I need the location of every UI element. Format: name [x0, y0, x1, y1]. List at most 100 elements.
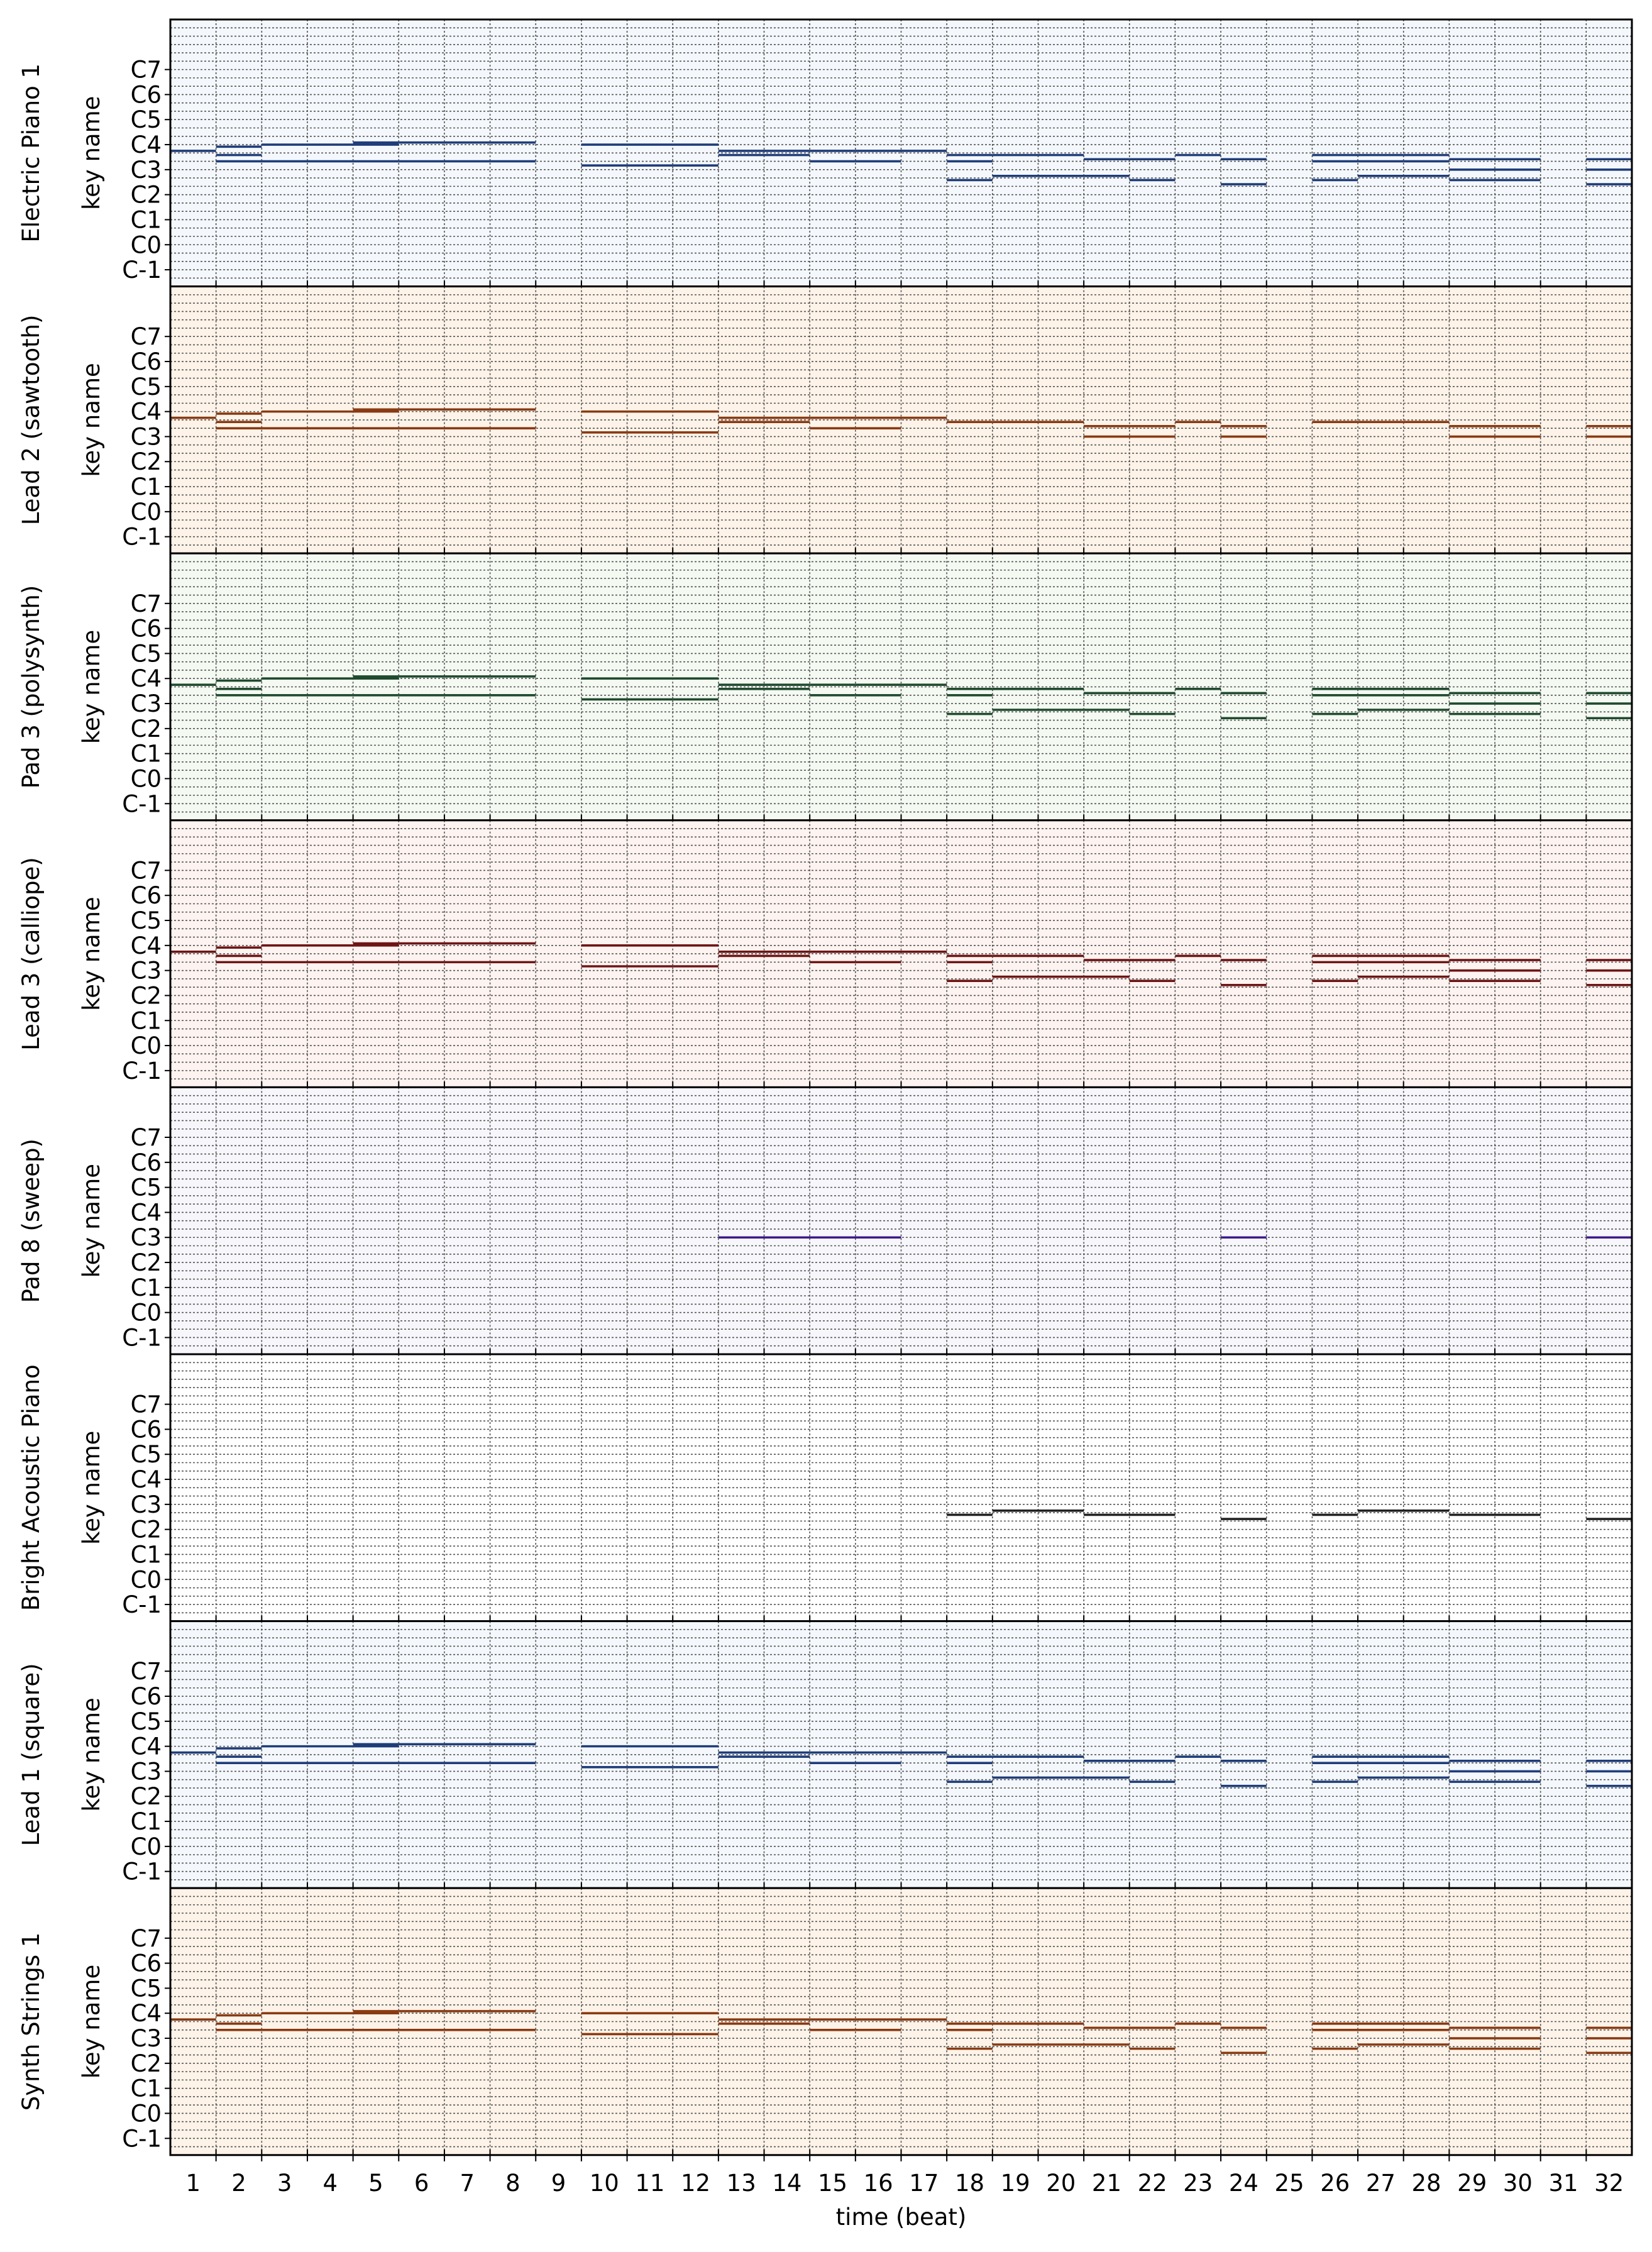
x-tick-label: 17 [909, 2170, 939, 2197]
x-tick-label: 15 [818, 2170, 847, 2197]
x-tick-label: 20 [1046, 2170, 1076, 2197]
y-tick-label: C2 [131, 182, 162, 209]
y-tick-label: C4 [131, 2000, 162, 2027]
x-tick-label: 12 [681, 2170, 710, 2197]
track-name: Bright Acoustic Piano [18, 1364, 45, 1611]
x-tick-label: 6 [414, 2170, 429, 2197]
y-tick-label: C6 [131, 348, 162, 375]
y-axis-label: key name [78, 1164, 105, 1278]
y-tick-label: C0 [131, 499, 162, 526]
y-tick-label: C6 [131, 81, 162, 108]
y-tick-label: C6 [131, 882, 162, 909]
y-tick-label: C6 [131, 615, 162, 643]
x-tick-label: 16 [864, 2170, 893, 2197]
x-tick-label: 11 [635, 2170, 664, 2197]
y-tick-label: C-1 [122, 1858, 162, 1885]
y-tick-label: C3 [131, 423, 162, 450]
y-tick-label: C4 [131, 932, 162, 959]
y-tick-label: C1 [131, 1541, 162, 1568]
x-tick-label: 9 [551, 2170, 566, 2197]
x-tick-label: 22 [1138, 2170, 1167, 2197]
y-tick-label: C3 [131, 690, 162, 717]
y-tick-label: C3 [131, 958, 162, 985]
x-tick-label: 28 [1412, 2170, 1441, 2197]
y-tick-label: C4 [131, 665, 162, 692]
y-axis-label: key name [78, 1697, 105, 1811]
x-tick-label: 32 [1594, 2170, 1624, 2197]
x-tick-label: 4 [323, 2170, 338, 2197]
y-tick-label: C0 [131, 765, 162, 792]
x-tick-label: 25 [1275, 2170, 1304, 2197]
y-tick-label: C7 [131, 1925, 162, 1952]
y-tick-label: C7 [131, 57, 162, 84]
x-tick-label: 26 [1320, 2170, 1350, 2197]
y-tick-label: C7 [131, 857, 162, 884]
x-tick-label: 3 [277, 2170, 292, 2197]
y-tick-label: C2 [131, 715, 162, 742]
track-name: Pad 8 (sweep) [18, 1139, 45, 1303]
y-axis-label: key name [78, 1965, 105, 2078]
y-tick-label: C-1 [122, 524, 162, 551]
y-tick-label: C2 [131, 982, 162, 1009]
y-tick-label: C7 [131, 1124, 162, 1151]
x-tick-label: 2 [231, 2170, 246, 2197]
x-tick-label: 5 [368, 2170, 383, 2197]
y-tick-label: C0 [131, 1032, 162, 1059]
y-tick-label: C1 [131, 1808, 162, 1835]
y-tick-label: C-1 [122, 1324, 162, 1351]
y-tick-label: C4 [131, 1733, 162, 1760]
y-tick-label: C3 [131, 2025, 162, 2052]
y-axis-label: key name [78, 897, 105, 1010]
y-tick-label: C5 [131, 106, 162, 133]
y-tick-label: C1 [131, 1274, 162, 1301]
y-tick-label: C1 [131, 741, 162, 768]
y-tick-label: C-1 [122, 1057, 162, 1085]
y-tick-label: C5 [131, 1441, 162, 1468]
y-tick-label: C7 [131, 1391, 162, 1418]
y-tick-label: C3 [131, 157, 162, 184]
y-tick-label: C3 [131, 1758, 162, 1785]
x-tick-label: 19 [1001, 2170, 1030, 2197]
y-tick-label: C2 [131, 1249, 162, 1276]
x-tick-label: 29 [1457, 2170, 1487, 2197]
y-tick-label: C2 [131, 2050, 162, 2077]
y-tick-label: C6 [131, 1950, 162, 1977]
y-tick-label: C1 [131, 206, 162, 233]
y-axis-label: key name [78, 1431, 105, 1545]
y-tick-label: C2 [131, 448, 162, 475]
x-tick-label: 1 [186, 2170, 201, 2197]
track-name: Lead 3 (calliope) [18, 857, 45, 1051]
y-tick-label: C4 [131, 1199, 162, 1226]
x-tick-label: 14 [772, 2170, 801, 2197]
x-tick-label: 7 [460, 2170, 475, 2197]
x-tick-label: 18 [955, 2170, 984, 2197]
x-tick-label: 27 [1366, 2170, 1396, 2197]
x-tick-label: 8 [505, 2170, 520, 2197]
y-tick-label: C-1 [122, 1591, 162, 1618]
y-tick-label: C3 [131, 1491, 162, 1518]
y-tick-label: C-1 [122, 257, 162, 284]
y-tick-label: C1 [131, 1007, 162, 1034]
x-tick-label: 23 [1183, 2170, 1213, 2197]
track-name: Electric Piano 1 [18, 63, 45, 243]
y-tick-label: C4 [131, 399, 162, 426]
y-tick-label: C7 [131, 590, 162, 617]
y-tick-label: C0 [131, 1833, 162, 1860]
track-name: Synth Strings 1 [18, 1933, 45, 2111]
y-tick-label: C5 [131, 907, 162, 934]
x-tick-label: 21 [1092, 2170, 1121, 2197]
y-tick-label: C0 [131, 1566, 162, 1593]
y-tick-label: C2 [131, 1516, 162, 1543]
y-tick-label: C5 [131, 1174, 162, 1201]
track-name: Lead 2 (sawtooth) [18, 315, 45, 526]
y-tick-label: C1 [131, 2075, 162, 2102]
y-tick-label: C-1 [122, 2125, 162, 2152]
